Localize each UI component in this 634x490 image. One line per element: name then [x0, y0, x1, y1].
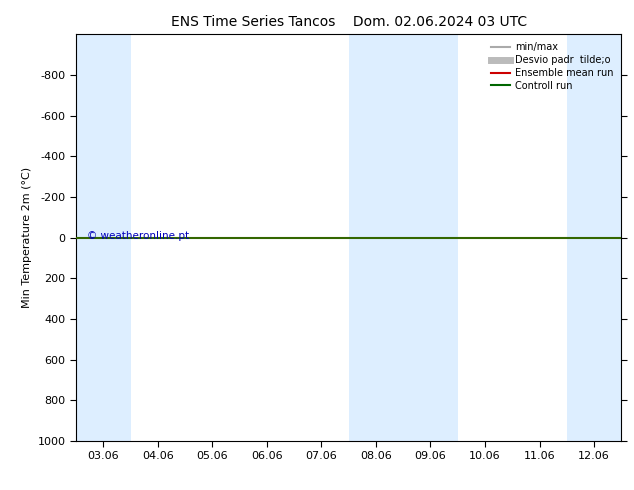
Legend: min/max, Desvio padr  tilde;o, Ensemble mean run, Controll run: min/max, Desvio padr tilde;o, Ensemble m…	[488, 39, 616, 94]
Title: ENS Time Series Tancos    Dom. 02.06.2024 03 UTC: ENS Time Series Tancos Dom. 02.06.2024 0…	[171, 15, 527, 29]
Bar	[403, 34, 458, 441]
Y-axis label: Min Temperature 2m (°C): Min Temperature 2m (°C)	[22, 167, 32, 308]
Bar	[349, 34, 403, 441]
Bar	[76, 34, 131, 441]
Bar	[567, 34, 621, 441]
Text: © weatheronline.pt: © weatheronline.pt	[87, 231, 189, 241]
Bar	[567, 34, 621, 441]
